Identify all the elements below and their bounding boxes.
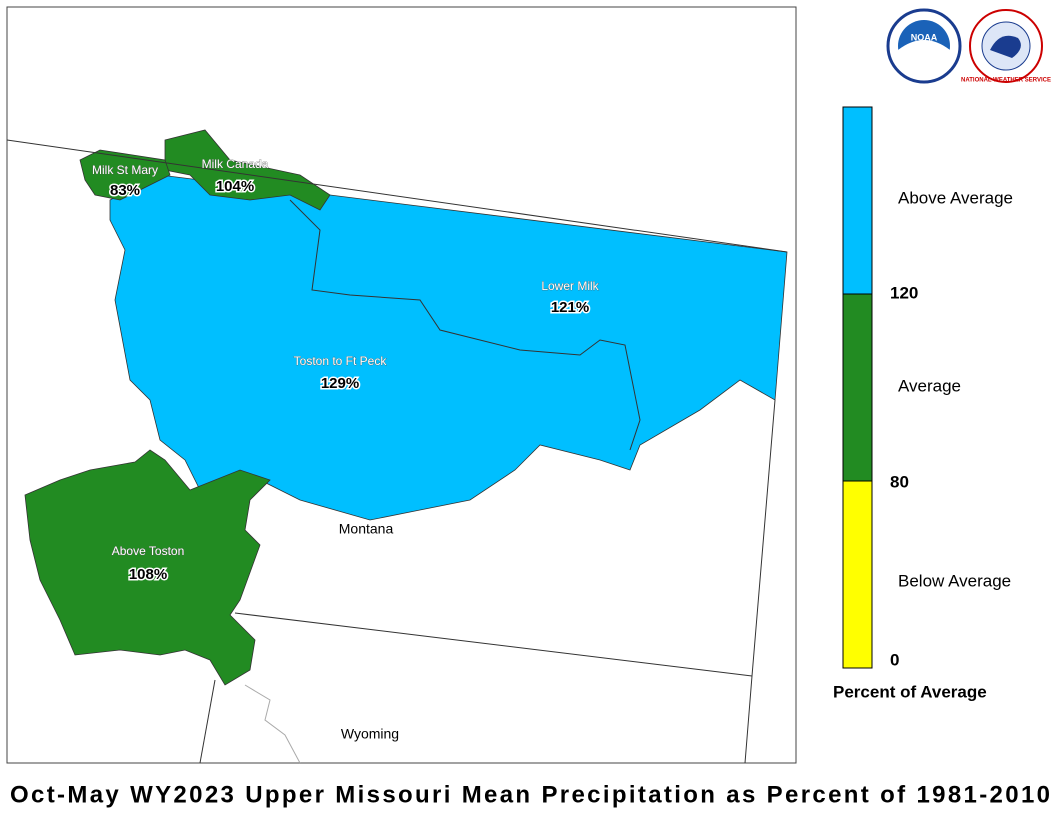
logo-text: NATIONAL WEATHER SERVICE [961,78,1051,84]
state-label: Wyoming [341,726,399,742]
state-label: Montana [339,521,394,537]
legend-swatch [842,106,873,295]
legend-swatch [842,293,873,482]
logo-text: NOAA [911,32,938,42]
basin [164,129,331,211]
region-name: Milk Canada [202,157,269,171]
nws-logo: NATIONAL WEATHER SERVICE [961,9,1051,84]
region-name: Lower Milk [541,279,599,293]
legend-label: Below Average [898,571,1011,590]
border [199,679,216,764]
border [234,612,753,677]
region-name: Above Toston [112,544,185,558]
legend-break: 0 [890,650,899,669]
legend-swatch [842,480,873,669]
border [244,684,301,764]
region-name: Toston to Ft Peck [294,354,388,368]
region-name: Milk St Mary [92,163,158,177]
basin [79,149,171,201]
region-value: 104% [216,178,254,195]
border [744,399,776,764]
legend-break: 80 [890,472,909,491]
border [6,139,788,253]
legend-label: Average [898,376,961,395]
region-value: 129% [321,375,359,392]
noaa-logo: NOAA [886,8,962,84]
basin-boundary [289,199,641,451]
basin [109,174,788,521]
title: Oct-May WY2023 Upper Missouri Mean Preci… [10,781,1050,808]
basins [24,129,788,686]
basin [24,449,271,686]
region-value: 108% [129,566,167,583]
state-borders [6,139,788,764]
region-value: 83% [110,182,140,199]
legend: Above Average Average Below Average 120 … [833,106,1013,701]
region-value: 121% [551,299,589,316]
legend-label: Above Average [898,188,1013,207]
legend-break: 120 [890,283,918,302]
legend-title: Percent of Average [833,682,987,701]
